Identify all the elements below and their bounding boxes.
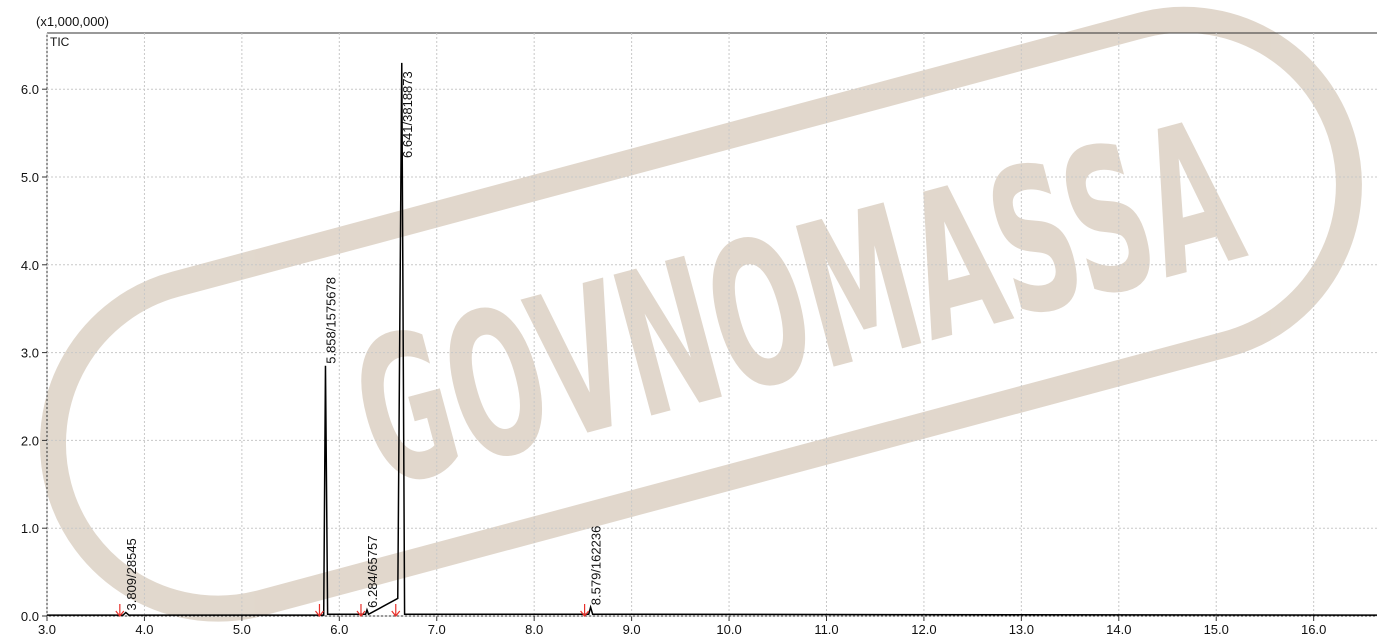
x-tick-label: 16.0 bbox=[1301, 622, 1326, 637]
x-tick-label: 12.0 bbox=[911, 622, 936, 637]
x-tick-label: 14.0 bbox=[1106, 622, 1131, 637]
integration-marker bbox=[115, 604, 125, 617]
x-tick-label: 8.0 bbox=[525, 622, 543, 637]
x-tick-label: 3.0 bbox=[38, 622, 56, 637]
integration-marker bbox=[580, 604, 590, 617]
y-tick-label: 6.0 bbox=[21, 82, 39, 97]
watermark: GOVNOMASSA bbox=[39, 6, 1362, 622]
x-tick-label: 11.0 bbox=[814, 622, 838, 637]
peak-label: 6.641/3818873 bbox=[400, 71, 415, 158]
trace-line bbox=[47, 62, 1378, 616]
integration-marker bbox=[356, 604, 366, 617]
unit-label: (x1,000,000) bbox=[36, 14, 109, 29]
y-tick-label: 2.0 bbox=[21, 433, 39, 448]
peak-label: 3.809/28545 bbox=[124, 538, 139, 610]
integration-marker bbox=[391, 604, 401, 617]
peak-label: 6.284/65757 bbox=[365, 536, 380, 608]
x-tick-label: 4.0 bbox=[135, 622, 153, 637]
y-tick-label: 4.0 bbox=[21, 258, 39, 273]
watermark-frame bbox=[39, 6, 1362, 622]
x-tick-label: 9.0 bbox=[623, 622, 641, 637]
x-tick-label: 10.0 bbox=[716, 622, 741, 637]
y-tick-label: 0.0 bbox=[21, 609, 39, 624]
y-tick-label: 1.0 bbox=[21, 521, 39, 536]
peak-label: 5.858/1575678 bbox=[323, 277, 338, 364]
x-tick-label: 13.0 bbox=[1009, 622, 1034, 637]
peak-label: 8.579/162236 bbox=[589, 526, 604, 606]
x-tick-label: 7.0 bbox=[428, 622, 446, 637]
x-tick-label: 5.0 bbox=[233, 622, 251, 637]
integration-marker bbox=[315, 604, 324, 617]
x-tick-label: 15.0 bbox=[1204, 622, 1229, 637]
y-tick-label: 3.0 bbox=[21, 346, 39, 361]
x-tick-label: 6.0 bbox=[330, 622, 348, 637]
y-tick-label: 5.0 bbox=[21, 170, 39, 185]
trace-label: TIC bbox=[50, 35, 70, 49]
